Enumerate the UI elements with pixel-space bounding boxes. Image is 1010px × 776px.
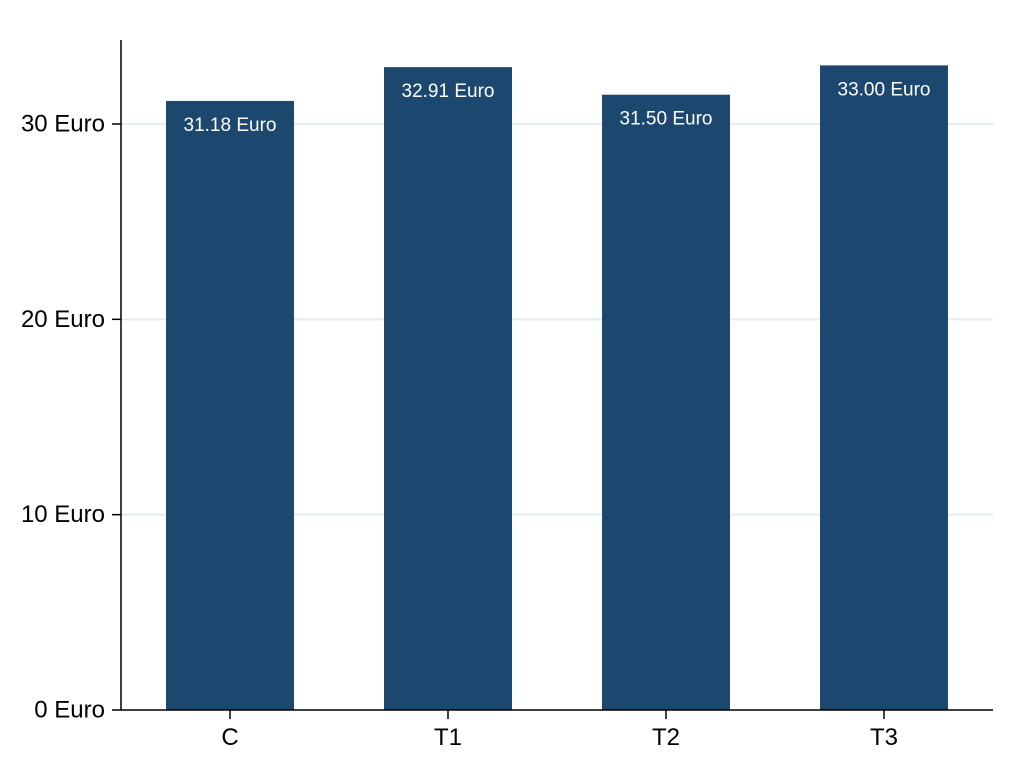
axes: [120, 40, 993, 711]
data-label-t3: 33.00 Euro: [838, 79, 931, 100]
y-tick-label: 20 Euro: [21, 306, 105, 333]
bars: [166, 65, 948, 711]
data-label-t1: 32.91 Euro: [402, 81, 495, 102]
bar-t2: [602, 94, 730, 711]
bar-t1: [384, 67, 512, 710]
data-label-c: 31.18 Euro: [184, 115, 277, 136]
y-axis-ticks: 0 Euro 10 Euro 20 Euro 30 Euro: [21, 110, 121, 724]
x-tick-label-t1: T1: [434, 724, 462, 751]
x-axis-ticks: C T1 T2 T3: [221, 710, 898, 751]
x-tick-label-c: C: [221, 724, 238, 751]
data-label-t2: 31.50 Euro: [620, 109, 713, 130]
y-tick-label: 30 Euro: [21, 110, 105, 137]
y-tick-label: 0 Euro: [34, 697, 105, 724]
data-labels: 31.18 Euro 32.91 Euro 31.50 Euro 33.00 Euro: [184, 79, 931, 136]
y-tick-label: 10 Euro: [21, 501, 105, 528]
bar-c: [166, 100, 294, 711]
x-tick-label-t2: T2: [652, 724, 680, 751]
bar-t3: [820, 65, 948, 711]
x-tick-label-t3: T3: [870, 724, 898, 751]
